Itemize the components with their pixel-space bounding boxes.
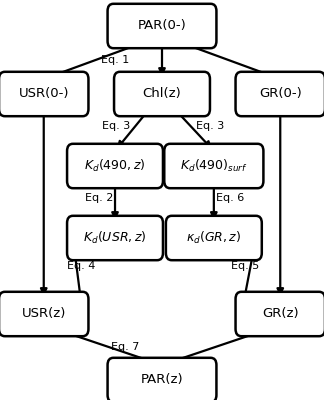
Text: USR(0-): USR(0-) xyxy=(18,88,69,100)
Text: $K_d(USR,z)$: $K_d(USR,z)$ xyxy=(83,230,147,246)
Text: Eq. 2: Eq. 2 xyxy=(85,193,113,203)
FancyBboxPatch shape xyxy=(164,144,263,188)
Text: Eq. 4: Eq. 4 xyxy=(67,261,95,271)
FancyBboxPatch shape xyxy=(0,292,88,336)
Text: Eq. 1: Eq. 1 xyxy=(101,55,129,65)
Text: PAR(0-): PAR(0-) xyxy=(138,20,186,32)
Text: Eq. 5: Eq. 5 xyxy=(231,261,260,271)
Text: Eq. 7: Eq. 7 xyxy=(111,342,139,352)
Text: Eq. 6: Eq. 6 xyxy=(216,193,244,203)
Text: USR(z): USR(z) xyxy=(22,308,66,320)
FancyBboxPatch shape xyxy=(108,4,216,48)
Text: Eq. 3: Eq. 3 xyxy=(196,121,225,131)
FancyBboxPatch shape xyxy=(166,216,262,260)
Text: $K_d(490)_{surf}$: $K_d(490)_{surf}$ xyxy=(180,158,248,174)
FancyBboxPatch shape xyxy=(0,72,88,116)
FancyBboxPatch shape xyxy=(114,72,210,116)
Text: Eq. 3: Eq. 3 xyxy=(102,121,130,131)
FancyBboxPatch shape xyxy=(67,216,163,260)
Text: $\kappa_d(GR,z)$: $\kappa_d(GR,z)$ xyxy=(186,230,241,246)
Text: GR(0-): GR(0-) xyxy=(259,88,302,100)
FancyBboxPatch shape xyxy=(236,72,324,116)
Text: PAR(z): PAR(z) xyxy=(141,374,183,386)
FancyBboxPatch shape xyxy=(108,358,216,400)
Text: $K_d(490,z)$: $K_d(490,z)$ xyxy=(84,158,146,174)
FancyBboxPatch shape xyxy=(67,144,163,188)
Text: Chl(z): Chl(z) xyxy=(143,88,181,100)
FancyBboxPatch shape xyxy=(236,292,324,336)
Text: GR(z): GR(z) xyxy=(262,308,299,320)
